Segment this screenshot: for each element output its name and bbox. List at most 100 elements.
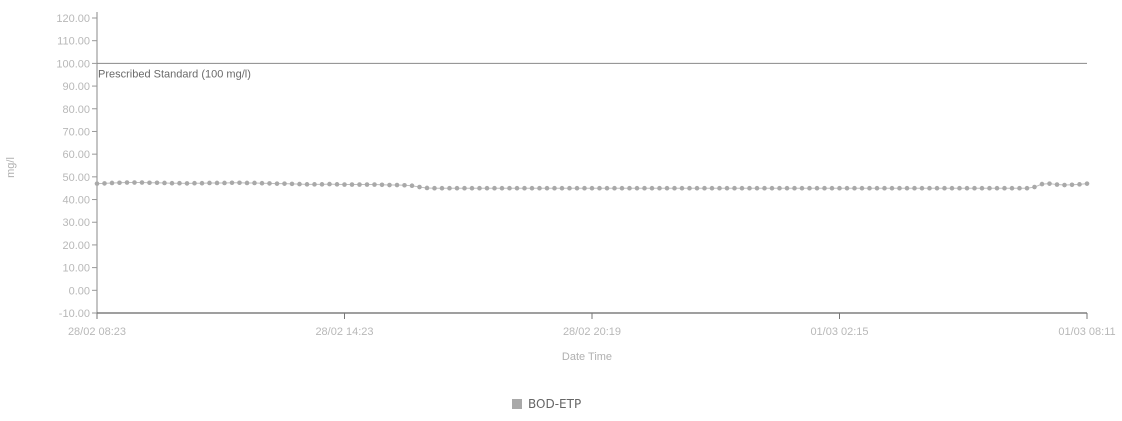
- data-point: [357, 182, 362, 187]
- data-point: [784, 185, 790, 191]
- data-point: [484, 185, 490, 191]
- data-point: [222, 180, 227, 186]
- y-tick-label: 0.00: [69, 285, 90, 297]
- y-tick-label: 80.00: [62, 104, 90, 116]
- data-point: [837, 185, 842, 191]
- data-point: [559, 185, 565, 191]
- legend-swatch: [512, 399, 522, 409]
- data-point: [94, 181, 100, 186]
- data-point: [927, 185, 932, 191]
- data-point: [139, 180, 145, 185]
- data-point: [154, 180, 160, 186]
- data-point: [604, 185, 610, 191]
- y-tick-label: 30.00: [62, 217, 90, 229]
- data-point: [102, 181, 107, 186]
- y-tick-label: 120.00: [56, 13, 90, 25]
- data-point: [207, 180, 212, 186]
- y-tick-label: 90.00: [62, 81, 90, 93]
- data-point: [754, 185, 760, 191]
- data-point: [184, 181, 190, 186]
- data-point: [1084, 181, 1090, 186]
- data-point: [807, 185, 812, 191]
- legend-label-bod-etp: BOD-ETP: [528, 397, 582, 411]
- data-point: [529, 185, 535, 191]
- x-axis: 28/02 08:23 28/02 14:23 28/02 20:19 01/03 0…: [68, 312, 1116, 338]
- data-point: [124, 180, 130, 185]
- data-point: [304, 182, 310, 187]
- data-point: [394, 182, 400, 188]
- data-point: [829, 185, 835, 191]
- y-tick-label: 20.00: [62, 240, 90, 252]
- data-point: [522, 185, 527, 191]
- prescribed-standard-label: Prescribed Standard (100 mg/l): [98, 68, 251, 80]
- data-point: [589, 185, 595, 191]
- data-point: [319, 182, 325, 187]
- reference-line-group: Prescribed Standard (100 mg/l): [97, 62, 1087, 80]
- data-point: [814, 185, 820, 191]
- data-point: [1032, 184, 1037, 190]
- y-tick-label: 10.00: [62, 263, 90, 275]
- data-point: [1069, 182, 1075, 188]
- data-point: [942, 185, 947, 191]
- data-point: [462, 185, 467, 191]
- data-point: [949, 185, 955, 191]
- data-point: [747, 185, 752, 191]
- data-point: [634, 185, 640, 191]
- data-point: [252, 180, 257, 186]
- x-tick-label: 01/03 02:15: [810, 326, 868, 338]
- data-point: [694, 185, 700, 191]
- data-point: [477, 185, 482, 191]
- data-point: [649, 185, 655, 191]
- y-tick-label: 50.00: [62, 172, 90, 184]
- data-point: [447, 185, 452, 191]
- data-point: [327, 181, 332, 187]
- data-point: [1054, 182, 1060, 187]
- data-point: [874, 185, 880, 191]
- data-point: [349, 182, 355, 187]
- legend[interactable]: BOD-ETP: [512, 397, 581, 411]
- data-point: [597, 185, 602, 191]
- data-point: [844, 185, 850, 191]
- y-tick-label: 110.00: [57, 36, 90, 48]
- data-point: [297, 181, 302, 187]
- data-point: [259, 180, 265, 186]
- data-point: [1009, 185, 1015, 191]
- data-point: [312, 182, 317, 187]
- data-point: [469, 185, 475, 191]
- data-point: [672, 185, 677, 191]
- data-point: [402, 182, 407, 188]
- data-point: [1077, 182, 1082, 187]
- data-point: [237, 180, 242, 186]
- data-point: [1002, 185, 1007, 191]
- data-point: [274, 181, 280, 186]
- data-point: [612, 185, 617, 191]
- data-point: [867, 185, 872, 191]
- data-point: [1017, 185, 1022, 191]
- data-point: [342, 182, 347, 187]
- data-point: [244, 180, 250, 186]
- y-tick-label: 100.00: [56, 58, 90, 70]
- data-point: [514, 185, 520, 191]
- data-point: [199, 180, 205, 186]
- data-point: [544, 185, 550, 191]
- data-point: [267, 181, 272, 186]
- data-point: [439, 185, 445, 191]
- data-point: [109, 180, 115, 186]
- data-point: [574, 185, 580, 191]
- data-point: [1062, 182, 1067, 188]
- data-point: [1047, 181, 1052, 186]
- data-point: [432, 185, 437, 191]
- data-point: [192, 180, 197, 186]
- data-point: [417, 184, 422, 190]
- data-point: [822, 185, 827, 191]
- x-tick-label: 28/02 08:23: [68, 326, 126, 338]
- data-point: [132, 180, 137, 185]
- data-point: [732, 185, 737, 191]
- y-axis-title: mg/l: [5, 157, 17, 178]
- data-point: [904, 185, 910, 191]
- data-point: [492, 185, 497, 191]
- data-point: [214, 180, 220, 186]
- data-point: [717, 185, 722, 191]
- data-point: [799, 185, 805, 191]
- data-point: [162, 180, 167, 186]
